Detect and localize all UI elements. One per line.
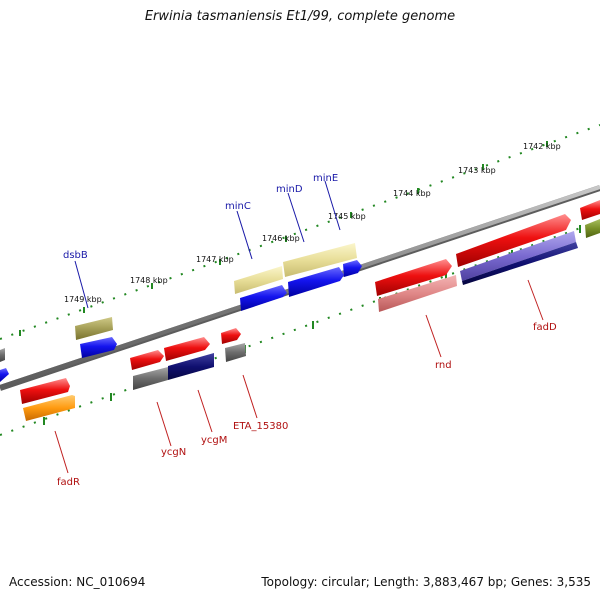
kbp-label: 1748 kbp [130, 276, 168, 285]
gene-fadD-navy [462, 242, 578, 285]
gene-label-fadD[interactable]: fadD [533, 322, 557, 333]
gene-ETA-gray [225, 343, 246, 362]
gene-label-ETA_15380[interactable]: ETA_15380 [233, 421, 288, 432]
outer-major-ticks [19, 141, 548, 336]
gene-right-green-partial [585, 219, 600, 238]
kbp-label: 1742 kbp [523, 142, 561, 151]
accession-text: Accession: NC_010694 [9, 575, 146, 589]
gene-blue-partial [0, 368, 9, 382]
gene-rnd-red [375, 259, 452, 296]
gene-right-red-partial [580, 200, 600, 220]
gene-label-minE[interactable]: minE [313, 173, 338, 184]
gene-label-ycgN[interactable]: ycgN [161, 447, 186, 458]
gene-minC-yellow [234, 266, 283, 294]
gene-minD-blue [288, 267, 344, 297]
kbp-label: 1743 kbp [458, 166, 496, 175]
gene-minC-blue [240, 285, 287, 311]
top-label-leaders [74, 180, 341, 309]
gene-fadR-orange [23, 395, 75, 421]
gene-fadR-red [20, 378, 70, 404]
gene-fadD-red [456, 214, 571, 267]
gene-dsbB-blue [80, 337, 117, 358]
gene-ycgM-navy [168, 353, 214, 380]
kbp-label: 1746 kbp [262, 234, 300, 243]
outer-tick-track [0, 124, 600, 340]
genome-title: Erwinia tasmaniensis Et1/99, complete ge… [144, 9, 456, 24]
gene-label-minD[interactable]: minD [276, 184, 303, 195]
gene-ycgN-red [130, 350, 164, 370]
gene-label-rnd[interactable]: rnd [435, 360, 452, 371]
gene-label-ycgM[interactable]: ycgM [201, 435, 227, 446]
genes [0, 200, 600, 421]
gene-label-dsbB[interactable]: dsbB [63, 250, 88, 261]
gene-gray-partial [0, 348, 5, 362]
gene-rnd-pink [378, 275, 457, 312]
gene-ETA-red [221, 328, 241, 344]
bottom-label-leaders [54, 279, 544, 474]
kbp-label: 1745 kbp [328, 212, 366, 221]
gene-label-minC[interactable]: minC [225, 201, 251, 212]
gene-minE-blue [343, 260, 362, 277]
gene-dsbB-olive [75, 317, 113, 340]
kbp-label: 1747 kbp [196, 255, 234, 264]
kbp-label: 1749 kbp [64, 295, 102, 304]
topology-text: Topology: circular; Length: 3,883,467 bp… [261, 575, 591, 589]
gene-label-fadR[interactable]: fadR [57, 477, 80, 488]
gene-ycgM-red [164, 337, 210, 361]
gene-minD-yellow [283, 243, 357, 277]
gene-ycgN-gray [133, 367, 168, 390]
gene-fadD-purple [460, 231, 576, 281]
kbp-label: 1744 kbp [393, 189, 431, 198]
